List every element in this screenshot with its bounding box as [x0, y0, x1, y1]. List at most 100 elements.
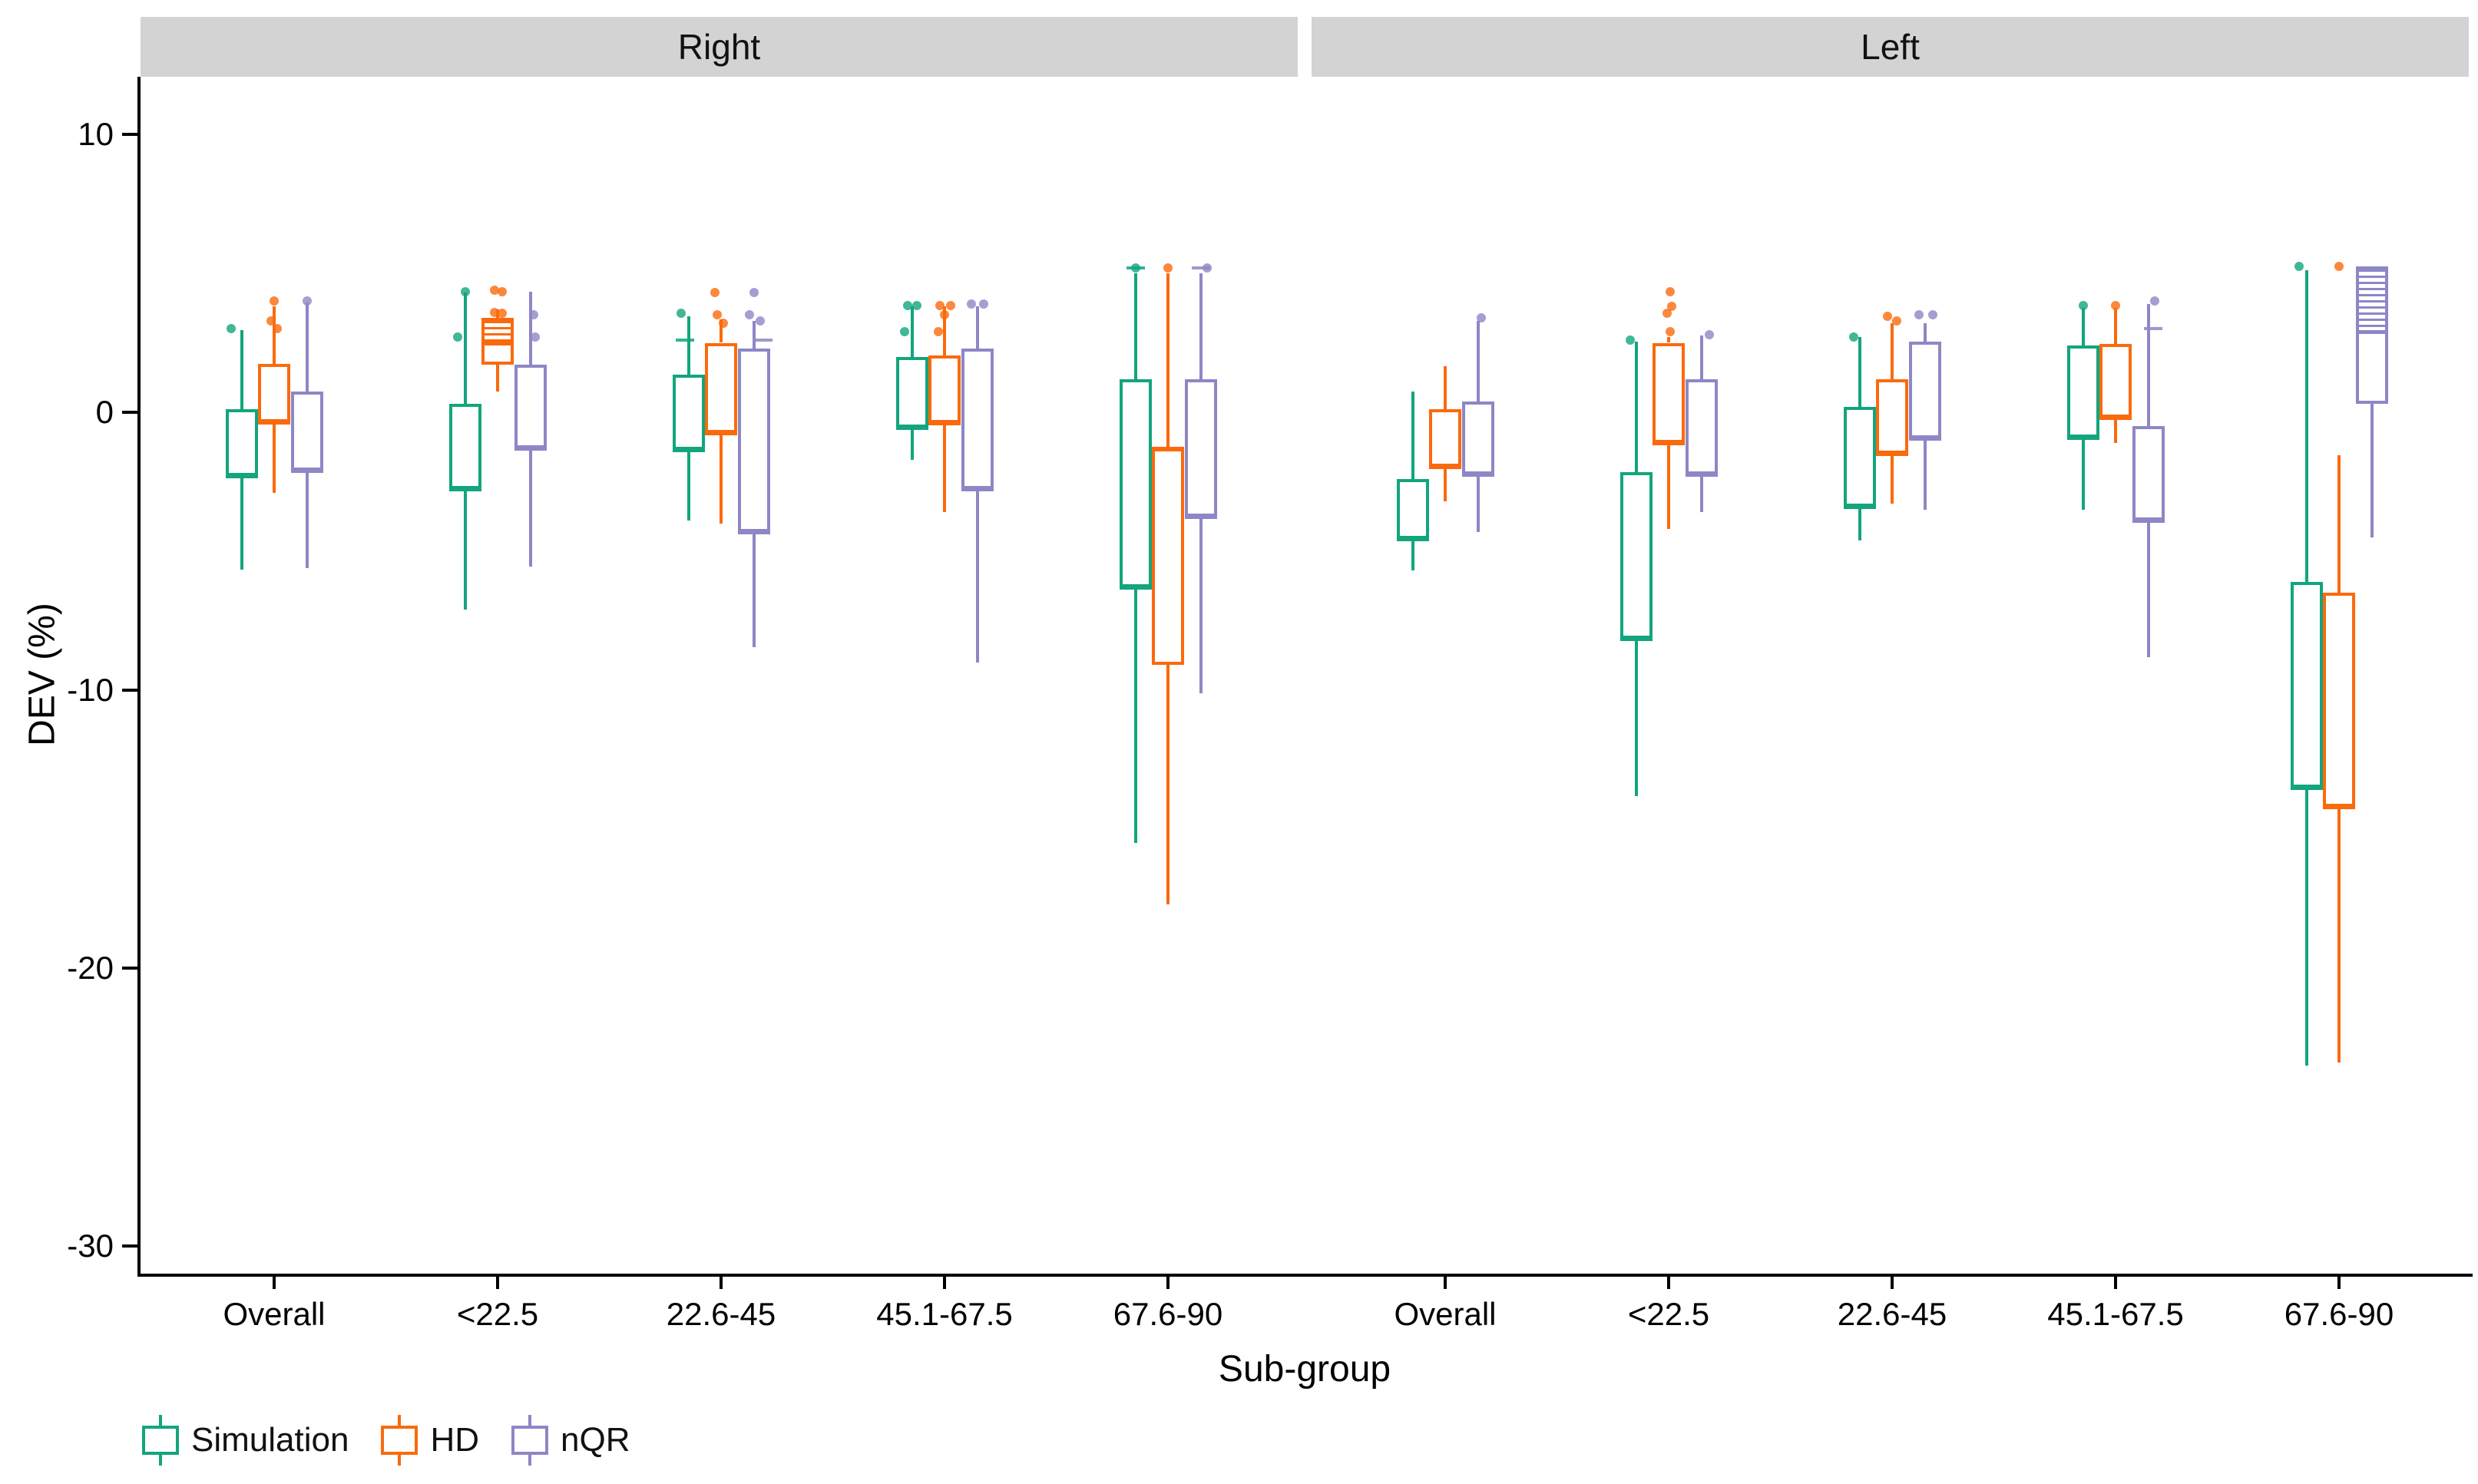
x-tick-label-right-67-6-90: 67.6-90 [1113, 1296, 1223, 1332]
x-axis-line [137, 1274, 2473, 1277]
box-right-45-1-67-5-hd-whisker-low [943, 423, 946, 513]
x-tick-label-left-45-1-67-5: 45.1-67.5 [2047, 1296, 2184, 1332]
y-axis-title: DEV (%) [22, 603, 63, 746]
box-left-67-6-90-nqr-whisker-low [2370, 404, 2374, 537]
legend-item-nqr: nQR [511, 1415, 630, 1466]
box-right-22-5-nqr-outlier-0 [528, 310, 538, 320]
box-right-22-6-45-nqr-outlier-1 [744, 310, 754, 320]
x-tick-label-right-45-1-67-5: 45.1-67.5 [876, 1296, 1013, 1332]
box-right-67-6-90-hd-median [1152, 447, 1184, 451]
box-right-22-6-45-simulation-outlier-0 [676, 309, 686, 319]
box-right-45-1-67-5-hd-outlier-0 [935, 300, 945, 310]
legend: Simulation HD nQR [142, 1415, 662, 1466]
key-box [142, 1426, 179, 1455]
box-right-67-6-90-simulation-whisker-high [1133, 273, 1137, 379]
box-right-overall-nqr [290, 391, 323, 471]
box-left-22-6-45-hd-whisker-high [1891, 323, 1894, 379]
box-right-67-6-90-simulation-whisker-low [1133, 587, 1137, 844]
box-right-overall-simulation [225, 409, 258, 477]
box-right-overall-hd [258, 363, 290, 422]
box-left-22-6-45-simulation-outlier-0 [1848, 332, 1858, 342]
y-tick--10 [122, 689, 137, 692]
box-left-overall-nqr-outlier-0 [1476, 312, 1486, 322]
box-right-45-1-67-5-simulation-whisker-high [910, 306, 914, 357]
box-left-67-6-90-hd [2323, 593, 2355, 808]
box-right-67-6-90-hd [1152, 448, 1184, 666]
box-left-67-6-90-simulation-whisker-low [2304, 787, 2308, 1066]
box-left-22-5-hd-whisker-low [1667, 442, 1670, 530]
box-left-overall-hd [1429, 409, 1461, 467]
box-left-overall-simulation-median [1396, 537, 1429, 541]
box-right-45-1-67-5-nqr-outlier-0 [966, 299, 976, 309]
box-left-67-6-90-hd-outlier-0 [2334, 261, 2344, 271]
x-tick-right-22-6-45 [720, 1277, 723, 1289]
y-axis-line [137, 77, 141, 1277]
box-left-22-5-simulation-median [1619, 637, 1653, 642]
box-left-22-5-nqr-median [1685, 473, 1718, 478]
box-left-45-1-67-5-simulation-outlier-0 [2078, 300, 2088, 310]
box-right-22-5-simulation-whisker-low [463, 488, 467, 610]
box-right-22-5-hd-median [481, 341, 514, 345]
box-right-45-1-67-5-simulation-outlier-1 [911, 300, 921, 310]
box-right-22-6-45-nqr-outlier-3 [753, 338, 773, 342]
box-right-22-5-simulation-whisker-high [463, 293, 467, 405]
box-left-22-5-hd-outlier-2 [1662, 309, 1672, 319]
box-left-overall-simulation-whisker-high [1411, 391, 1414, 479]
box-left-22-5-hd [1653, 342, 1685, 443]
box-left-22-6-45-hd-whisker-low [1891, 454, 1894, 504]
box-left-22-5-nqr-outlier-0 [1704, 329, 1714, 339]
y-tick-label-10: 10 [78, 116, 114, 152]
legend-item-hd: HD [381, 1415, 479, 1466]
x-tick-right-67-6-90 [1166, 1277, 1170, 1289]
x-tick-left-67-6-90 [2337, 1277, 2341, 1289]
box-right-22-5-simulation-outlier-1 [452, 332, 462, 342]
x-tick-left-45-1-67-5 [2114, 1277, 2117, 1289]
box-right-67-6-90-nqr-whisker-low [1199, 516, 1203, 693]
box-left-22-5-hd-outlier-1 [1667, 302, 1676, 312]
box-right-overall-hd-whisker-low [273, 421, 276, 493]
box-left-22-5-nqr [1685, 378, 1718, 475]
box-left-45-1-67-5-hd-median [2099, 416, 2132, 421]
box-left-overall-hd-median [1429, 464, 1461, 469]
box-left-22-5-nqr-whisker-high [1699, 335, 1703, 379]
box-left-overall-nqr-whisker-high [1476, 320, 1480, 402]
box-right-45-1-67-5-simulation [895, 356, 928, 428]
box-right-22-6-45-hd-whisker-high [720, 319, 723, 343]
box-right-22-6-45-hd [705, 342, 737, 434]
key-whisker-bottom [528, 1455, 531, 1466]
y-tick--30 [122, 1244, 137, 1248]
box-right-overall-simulation-whisker-high [240, 330, 243, 410]
box-right-45-1-67-5-hd-outlier-3 [934, 327, 943, 337]
y-tick-label-10: -10 [67, 672, 114, 708]
box-right-22-6-45-simulation-outlier-1 [675, 338, 694, 342]
box-left-45-1-67-5-simulation-median [2066, 435, 2099, 440]
box-right-overall-simulation-whisker-low [240, 476, 243, 570]
key-box [511, 1426, 548, 1455]
box-right-22-6-45-nqr-outlier-0 [749, 288, 759, 298]
box-left-22-6-45-simulation-whisker-low [1858, 507, 1861, 540]
x-tick-label-right-22-5: <22.5 [456, 1296, 539, 1332]
box-right-45-1-67-5-simulation-whisker-low [910, 427, 914, 460]
x-tick-right-overall [273, 1277, 276, 1289]
box-left-67-6-90-nqr-median [2355, 330, 2388, 335]
box-right-45-1-67-5-hd-whisker-high [943, 306, 946, 355]
box-right-45-1-67-5-simulation-outlier-0 [902, 300, 912, 310]
box-right-67-6-90-nqr [1184, 378, 1217, 517]
box-left-67-6-90-hd-median [2323, 805, 2355, 810]
legend-label-simulation: Simulation [191, 1421, 349, 1459]
box-left-overall-nqr-median [1461, 473, 1494, 478]
box-right-22-6-45-simulation-whisker-high [686, 316, 690, 375]
box-left-45-1-67-5-hd [2099, 344, 2132, 418]
box-right-22-5-nqr-median [514, 447, 547, 451]
box-right-67-6-90-nqr-whisker-high [1199, 273, 1203, 379]
box-right-22-6-45-nqr-outlier-2 [755, 316, 765, 326]
box-right-overall-simulation-outlier-0 [226, 324, 236, 334]
box-left-22-5-hd-median [1653, 441, 1685, 445]
box-right-overall-nqr-outlier-0 [302, 296, 312, 306]
x-tick-label-left-22-5: <22.5 [1627, 1296, 1710, 1332]
x-tick-left-overall [1444, 1277, 1447, 1289]
key-box [381, 1426, 419, 1455]
box-right-45-1-67-5-nqr-median [961, 487, 994, 491]
x-tick-label-left-overall: Overall [1394, 1296, 1497, 1332]
box-right-22-5-nqr-whisker-low [528, 448, 532, 567]
